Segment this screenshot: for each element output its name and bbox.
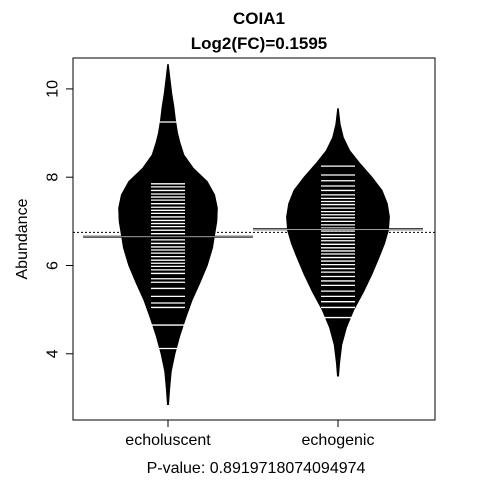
x-axis: echoluscent echogenic bbox=[125, 420, 374, 449]
y-tick-label: 10 bbox=[45, 80, 62, 98]
bean-shape bbox=[286, 108, 390, 377]
y-tick-label: 6 bbox=[45, 261, 62, 270]
y-axis-label: Abundance bbox=[14, 198, 31, 279]
x-tick-label: echoluscent bbox=[125, 432, 211, 449]
y-axis: 4 6 8 10 bbox=[45, 80, 73, 358]
x-tick-label: echogenic bbox=[302, 432, 375, 449]
plot-frame bbox=[72, 57, 436, 421]
y-tick-label: 4 bbox=[45, 349, 62, 358]
bean-shape bbox=[118, 64, 218, 406]
chart-title: COIA1 bbox=[233, 9, 285, 28]
y-tick-label: 8 bbox=[45, 173, 62, 182]
plot-layer bbox=[73, 64, 435, 406]
x-axis-label: P-value: 0.8919718074094974 bbox=[147, 460, 366, 477]
chart-subtitle: Log2(FC)=0.1595 bbox=[191, 34, 328, 53]
